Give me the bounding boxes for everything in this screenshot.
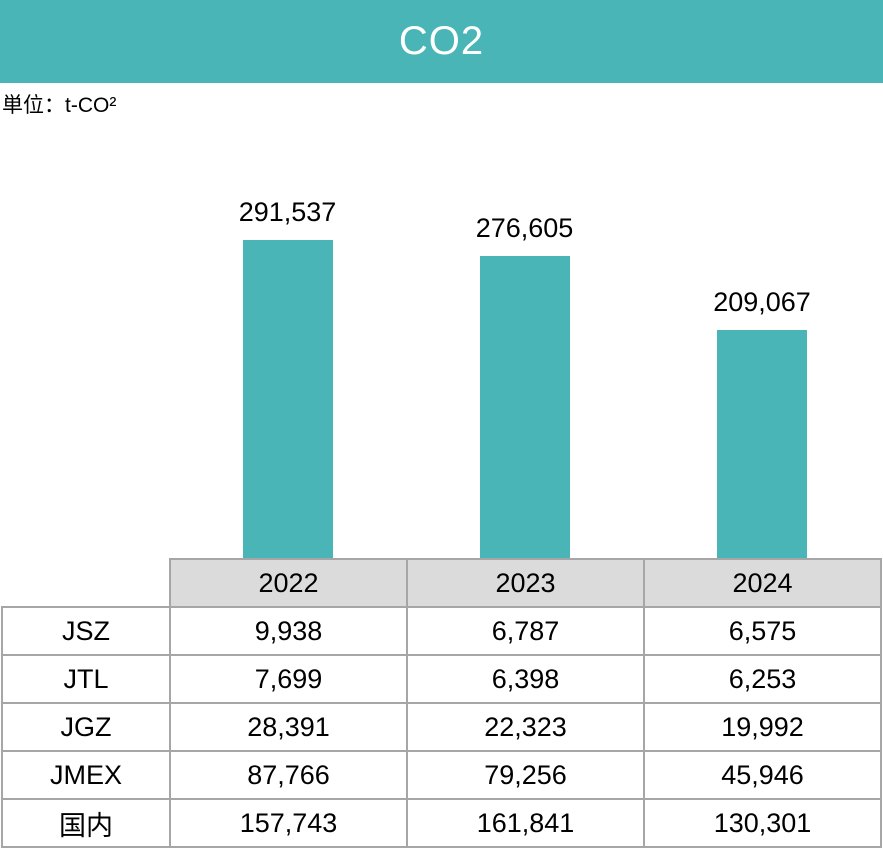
table-row: JSZ 9,938 6,787 6,575 <box>1 606 882 656</box>
table-cell: 157,743 <box>169 798 408 848</box>
table-corner-cell <box>2 559 170 607</box>
row-label: 国内 <box>1 798 171 848</box>
table-cell: 130,301 <box>643 798 882 848</box>
table-cell: 45,946 <box>643 750 882 800</box>
row-label: JGZ <box>1 702 171 752</box>
table-cell: 79,256 <box>406 750 645 800</box>
column-header-2023: 2023 <box>406 558 645 608</box>
bar-group-2022: 291,537 <box>239 199 336 558</box>
row-label: JTL <box>1 654 171 704</box>
table-header: 2022 2023 2024 <box>2 558 882 608</box>
table-cell: 28,391 <box>169 702 408 752</box>
unit-label: 単位：t-CO² <box>2 94 117 117</box>
bar <box>717 330 807 558</box>
data-table: 2022 2023 2024 JSZ 9,938 6,787 6,575 JTL 7,699 6… <box>1 558 882 848</box>
table-row: JGZ 28,391 22,323 19,992 <box>1 702 882 752</box>
table-cell: 6,398 <box>406 654 645 704</box>
row-label: JMEX <box>1 750 171 800</box>
title-banner: CO2 <box>0 0 883 83</box>
table-cell: 19,992 <box>643 702 882 752</box>
bar-group-2024: 209,067 <box>713 289 811 558</box>
table-cell: 87,766 <box>169 750 408 800</box>
bar <box>479 256 570 558</box>
bar-chart: 291,537 276,605 209,067 <box>0 117 883 558</box>
column-header-2024: 2024 <box>643 558 882 608</box>
page-title: CO2 <box>398 19 485 63</box>
table-body: JSZ 9,938 6,787 6,575 JTL 7,699 6,398 6,253 JGZ 2… <box>1 606 882 848</box>
table-row: 国内 157,743 161,841 130,301 <box>1 798 882 848</box>
table-row: JTL 7,699 6,398 6,253 <box>1 654 882 704</box>
bar <box>242 240 333 558</box>
bar-value-label: 291,537 <box>238 197 337 227</box>
table-cell: 6,575 <box>643 606 882 656</box>
bar-value-label: 209,067 <box>713 287 811 317</box>
table-cell: 7,699 <box>169 654 408 704</box>
bar-value-label: 276,605 <box>475 213 574 243</box>
table-cell: 22,323 <box>406 702 645 752</box>
table-cell: 161,841 <box>406 798 645 848</box>
table-cell: 9,938 <box>169 606 408 656</box>
column-header-2022: 2022 <box>169 558 408 608</box>
table-header-row: 2022 2023 2024 <box>2 558 882 608</box>
bar-group-2023: 276,605 <box>476 215 573 558</box>
row-label: JSZ <box>1 606 171 656</box>
table-row: JMEX 87,766 79,256 45,946 <box>1 750 882 800</box>
table-cell: 6,787 <box>406 606 645 656</box>
table-cell: 6,253 <box>643 654 882 704</box>
